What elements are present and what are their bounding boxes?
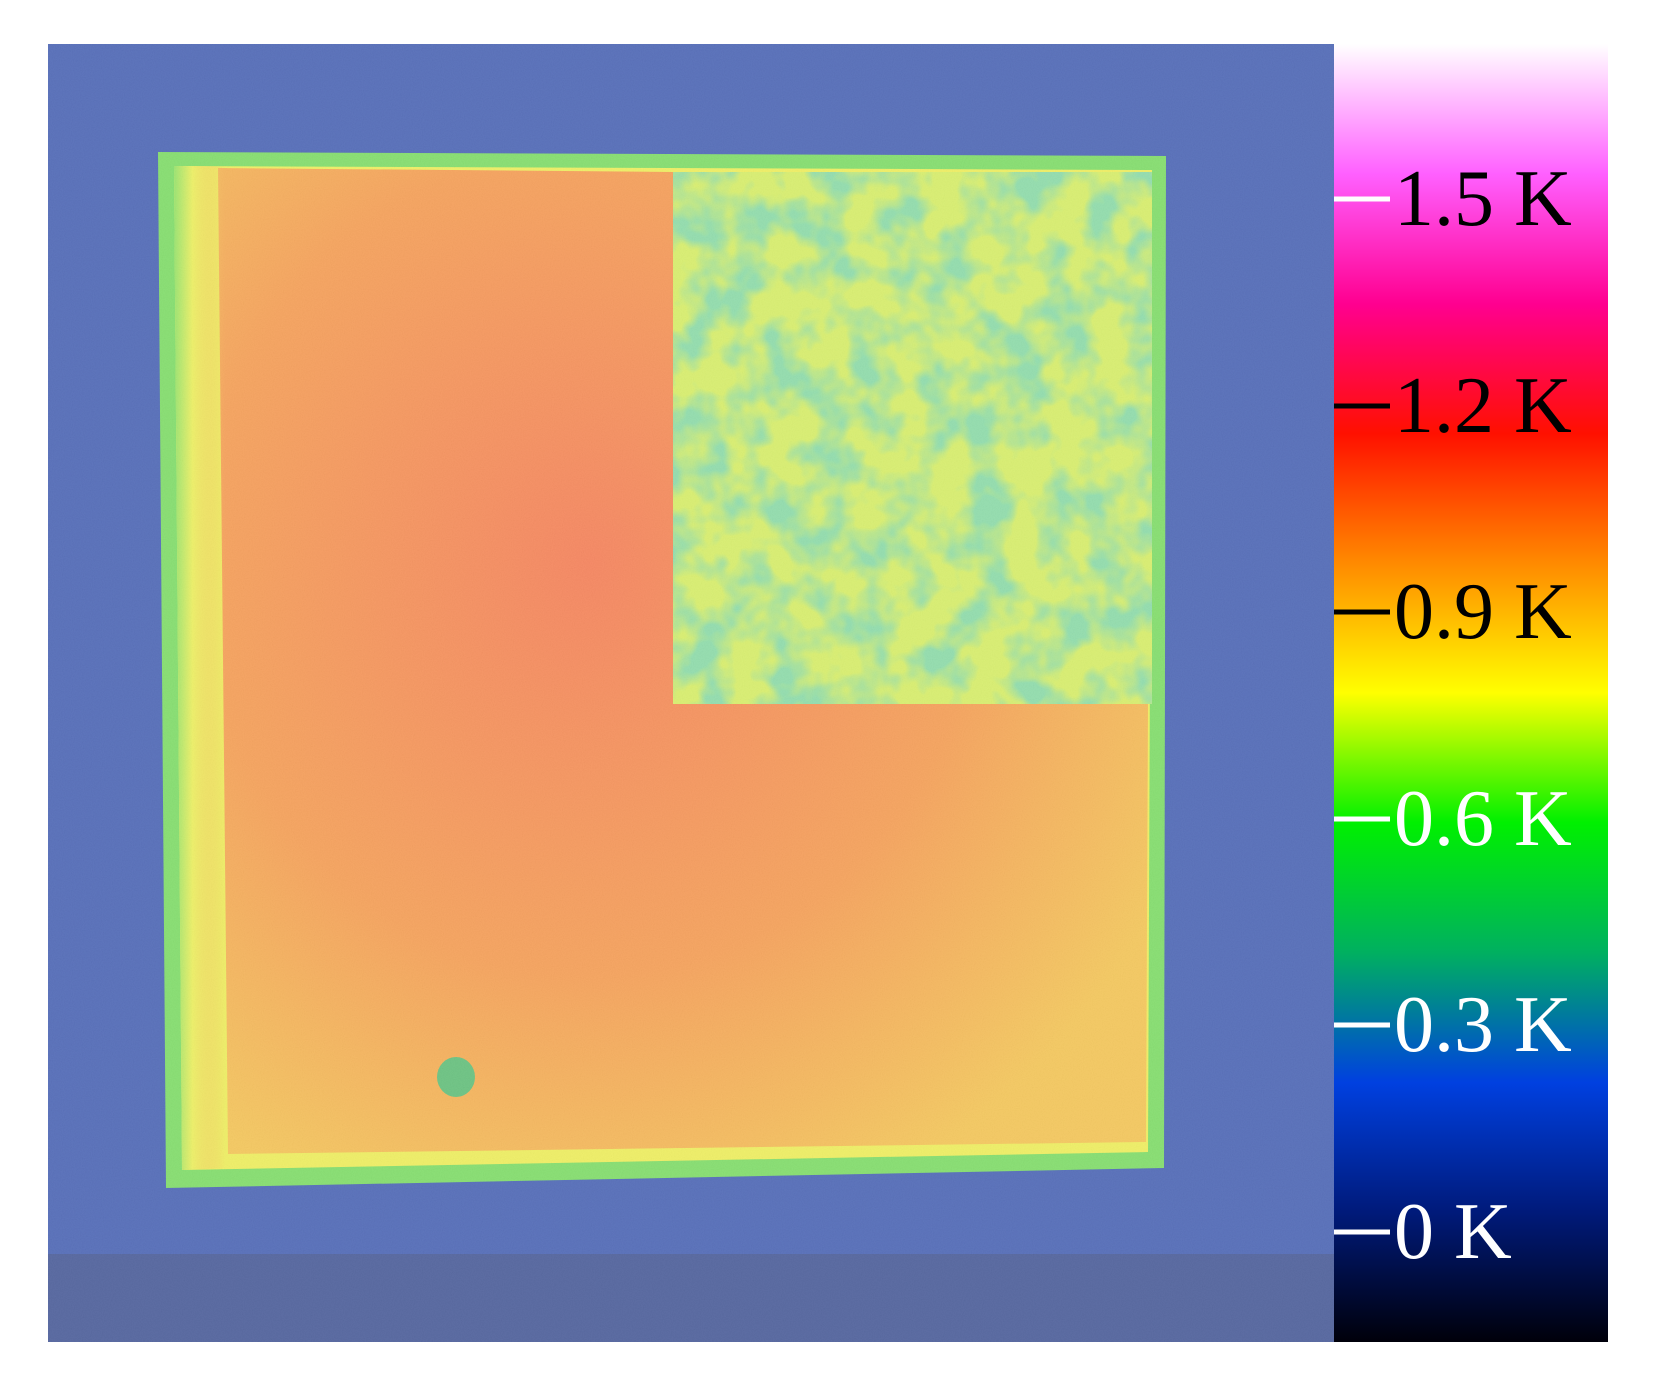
colorbar-tick-label: 0.9 K xyxy=(1394,568,1572,657)
colorbar-tick-label: 1.5 K xyxy=(1394,154,1572,243)
colorbar-tick-mark xyxy=(1334,403,1390,409)
colorbar-tick-mark xyxy=(1334,816,1390,822)
thermal-image-canvas xyxy=(48,44,1334,1342)
colorbar-tick-label: 1.2 K xyxy=(1394,361,1572,450)
colorbar-gradient xyxy=(1334,44,1608,1342)
noise-overlay xyxy=(48,44,1334,1342)
thermal-image xyxy=(48,44,1334,1342)
colorbar: 1.5 K 1.2 K 0.9 K 0.6 K 0.3 K 0 K xyxy=(1334,44,1608,1342)
colorbar-tick-mark xyxy=(1334,609,1390,615)
colorbar-tick-mark xyxy=(1334,1022,1390,1028)
colorbar-tick-label: 0.6 K xyxy=(1394,774,1572,863)
colorbar-tick-label: 0.3 K xyxy=(1394,981,1572,1070)
colorbar-tick-mark xyxy=(1334,196,1390,202)
colorbar-tick-label: 0 K xyxy=(1394,1188,1512,1276)
colorbar-tick-mark xyxy=(1334,1229,1390,1235)
